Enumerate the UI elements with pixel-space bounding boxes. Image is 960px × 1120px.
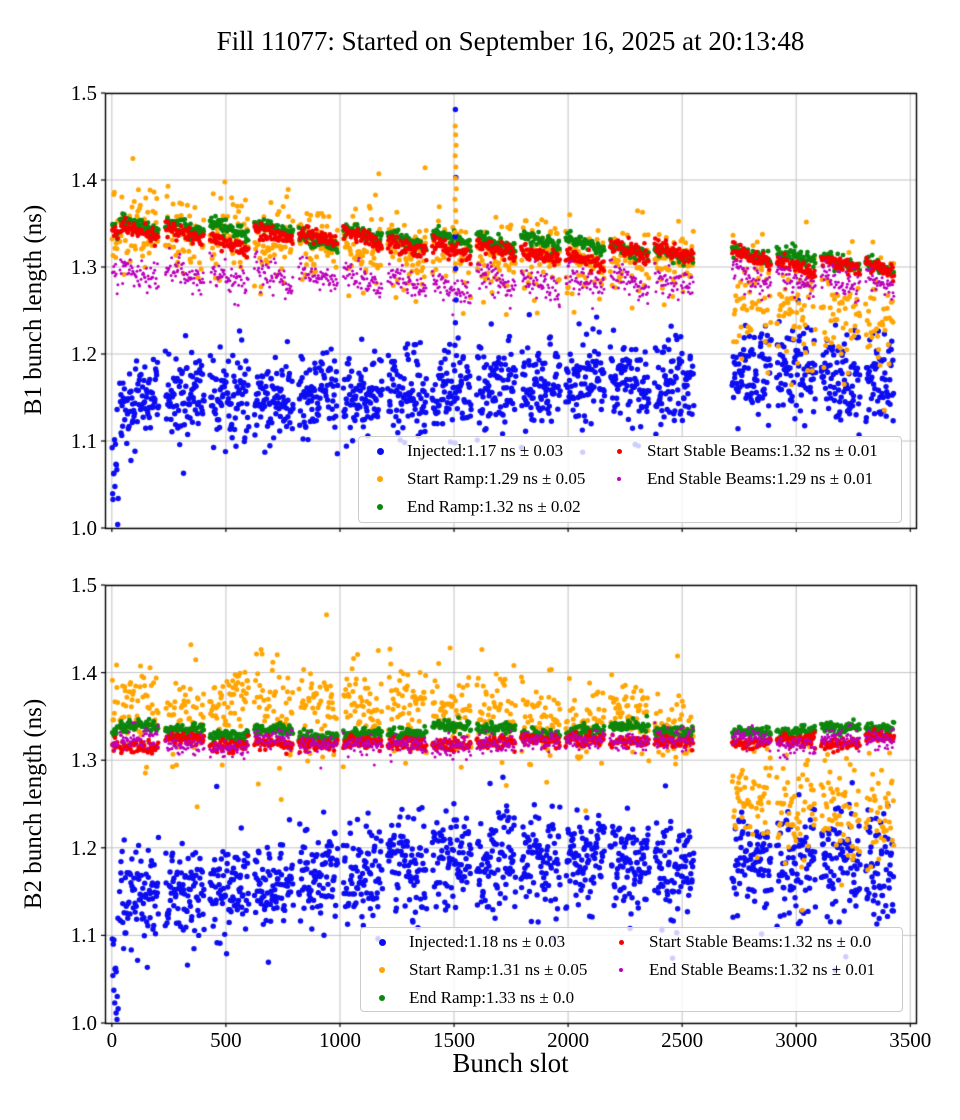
legend-marker-start-ramp bbox=[377, 476, 383, 482]
legend-marker-end-stable bbox=[619, 968, 623, 972]
y-tick-label: 1.3 bbox=[70, 748, 97, 773]
y-axis-label-b2: B2 bunch length (ns) bbox=[20, 698, 47, 910]
x-tick-label: 2500 bbox=[661, 1028, 704, 1052]
y-tick-label: 1.5 bbox=[70, 81, 97, 105]
legend-label: End Stable Beams:1.32 ns ± 0.01 bbox=[649, 960, 876, 979]
legend-item-start-stable: Start Stable Beams:1.32 ns ± 0.0 bbox=[619, 932, 871, 952]
y-tick-label: 1.0 bbox=[70, 516, 97, 540]
legend-item-end-ramp: End Ramp:1.32 ns ± 0.02 bbox=[377, 497, 581, 517]
legend-item-end-stable: End Stable Beams:1.32 ns ± 0.01 bbox=[619, 960, 875, 980]
legend-label: End Stable Beams:1.29 ns ± 0.01 bbox=[647, 469, 874, 488]
x-tick-label: 1000 bbox=[318, 1028, 361, 1052]
y-tick-label: 1.1 bbox=[70, 923, 97, 948]
legend-item-injected: Injected:1.18 ns ± 0.03 bbox=[379, 932, 565, 952]
legend-item-start-ramp: Start Ramp:1.29 ns ± 0.05 bbox=[377, 469, 585, 489]
legend-marker-injected bbox=[379, 938, 386, 946]
legend-b2: Injected:1.18 ns ± 0.03 Start Ramp:1.31 … bbox=[360, 927, 903, 1012]
legend-item-end-ramp: End Ramp:1.33 ns ± 0.0 bbox=[379, 988, 574, 1008]
legend-label: Injected:1.18 ns ± 0.03 bbox=[409, 932, 566, 951]
x-axis-label: Bunch slot bbox=[452, 1048, 569, 1078]
legend-marker-start-stable bbox=[619, 939, 624, 945]
legend-item-end-stable: End Stable Beams:1.29 ns ± 0.01 bbox=[617, 469, 873, 489]
legend-label: End Ramp:1.33 ns ± 0.0 bbox=[409, 988, 575, 1007]
legend-item-start-ramp: Start Ramp:1.31 ns ± 0.05 bbox=[379, 960, 587, 980]
y-tick-label: 1.3 bbox=[70, 255, 97, 279]
y-tick-label: 1.5 bbox=[70, 573, 97, 597]
legend-item-injected: Injected:1.17 ns ± 0.03 bbox=[377, 441, 563, 461]
legend-label: Start Stable Beams:1.32 ns ± 0.0 bbox=[649, 932, 872, 951]
legend-label: Start Stable Beams:1.32 ns ± 0.01 bbox=[647, 441, 878, 460]
x-tick-label: 3000 bbox=[775, 1028, 818, 1052]
y-tick-label: 1.2 bbox=[70, 835, 97, 860]
legend-label: Injected:1.17 ns ± 0.03 bbox=[407, 441, 564, 460]
legend-marker-injected bbox=[377, 447, 384, 455]
legend-marker-start-stable bbox=[617, 448, 622, 454]
legend-marker-start-ramp bbox=[379, 967, 385, 973]
y-tick-label: 1.4 bbox=[70, 168, 97, 192]
x-tick-label: 500 bbox=[210, 1028, 242, 1052]
y-axis-label-b1: B1 bunch length (ns) bbox=[20, 204, 47, 416]
legend-label: End Ramp:1.32 ns ± 0.02 bbox=[407, 497, 581, 516]
chart-title: Fill 11077: Started on September 16, 202… bbox=[216, 26, 805, 56]
x-tick-label: 0 bbox=[106, 1028, 118, 1052]
y-tick-label: 1.2 bbox=[70, 342, 97, 366]
x-tick-label: 2000 bbox=[547, 1028, 590, 1052]
legend-b1: Injected:1.17 ns ± 0.03 Start Ramp:1.29 … bbox=[358, 436, 902, 523]
x-tick-label: 3500 bbox=[889, 1028, 932, 1052]
legend-label: Start Ramp:1.31 ns ± 0.05 bbox=[409, 960, 588, 979]
legend-marker-end-stable bbox=[617, 477, 621, 481]
legend-marker-end-ramp bbox=[379, 995, 385, 1001]
y-tick-label: 1.1 bbox=[70, 429, 97, 453]
legend-item-start-stable: Start Stable Beams:1.32 ns ± 0.01 bbox=[617, 441, 878, 461]
x-tick-label: 1500 bbox=[433, 1028, 476, 1052]
legend-marker-end-ramp bbox=[377, 504, 383, 510]
y-tick-label: 1.4 bbox=[70, 660, 97, 685]
y-tick-label: 1.0 bbox=[70, 1011, 97, 1035]
legend-label: Start Ramp:1.29 ns ± 0.05 bbox=[407, 469, 586, 488]
